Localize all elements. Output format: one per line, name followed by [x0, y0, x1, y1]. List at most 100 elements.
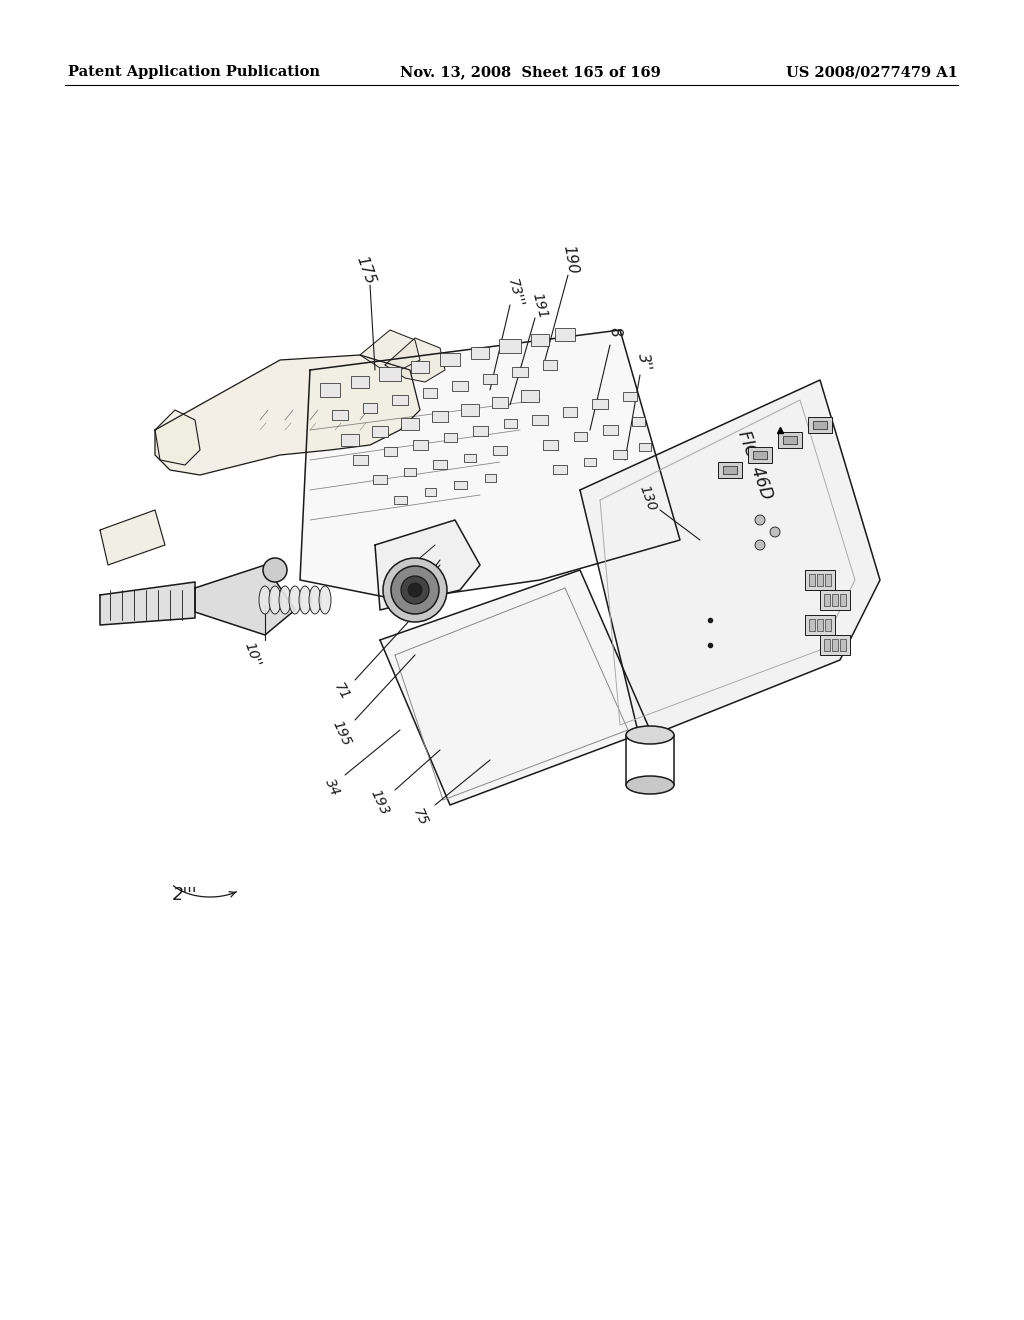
- Ellipse shape: [289, 586, 301, 614]
- Circle shape: [755, 540, 765, 550]
- Bar: [332, 411, 348, 420]
- Bar: [753, 451, 767, 459]
- Bar: [613, 450, 627, 459]
- Bar: [748, 447, 772, 463]
- Ellipse shape: [626, 726, 674, 744]
- Bar: [341, 434, 359, 446]
- Polygon shape: [360, 330, 420, 370]
- Bar: [454, 480, 467, 488]
- Bar: [825, 619, 831, 631]
- Bar: [563, 407, 577, 417]
- Bar: [485, 474, 496, 482]
- Bar: [499, 339, 521, 352]
- Bar: [603, 425, 618, 436]
- Bar: [425, 488, 436, 496]
- Bar: [411, 360, 429, 374]
- Polygon shape: [100, 510, 165, 565]
- Bar: [824, 639, 830, 651]
- Bar: [723, 466, 737, 474]
- Bar: [432, 411, 449, 422]
- Text: 130: 130: [637, 483, 659, 513]
- Bar: [464, 454, 476, 462]
- Bar: [512, 367, 528, 378]
- Text: FIG. 46D: FIG. 46D: [734, 428, 776, 502]
- Text: 75: 75: [410, 807, 430, 828]
- Bar: [817, 619, 823, 631]
- Ellipse shape: [309, 586, 321, 614]
- Text: 190: 190: [560, 244, 580, 276]
- Ellipse shape: [279, 586, 291, 614]
- Text: 8: 8: [607, 326, 624, 338]
- Bar: [373, 475, 387, 484]
- Text: 175: 175: [353, 253, 377, 286]
- Bar: [805, 615, 835, 635]
- Bar: [379, 367, 401, 381]
- Bar: [820, 590, 850, 610]
- Bar: [351, 376, 369, 388]
- Bar: [808, 417, 831, 433]
- Polygon shape: [155, 355, 420, 475]
- Text: 193: 193: [368, 787, 392, 817]
- Bar: [805, 570, 835, 590]
- Bar: [531, 334, 549, 346]
- Bar: [813, 421, 827, 429]
- Bar: [817, 574, 823, 586]
- Bar: [553, 465, 567, 474]
- Bar: [473, 426, 488, 436]
- Circle shape: [391, 566, 439, 614]
- Ellipse shape: [626, 776, 674, 795]
- Circle shape: [263, 558, 287, 582]
- Bar: [471, 347, 489, 359]
- Bar: [493, 446, 507, 455]
- Bar: [504, 418, 517, 428]
- Bar: [809, 574, 815, 586]
- Text: 2''': 2''': [173, 886, 198, 904]
- Bar: [820, 635, 850, 655]
- Circle shape: [383, 558, 447, 622]
- Bar: [543, 440, 558, 450]
- Bar: [353, 455, 368, 465]
- Bar: [592, 399, 608, 409]
- Text: 10'': 10'': [241, 640, 263, 669]
- Text: 3'': 3'': [635, 351, 653, 372]
- Text: 34: 34: [322, 776, 342, 799]
- Circle shape: [408, 583, 422, 597]
- Polygon shape: [155, 411, 200, 465]
- Text: Nov. 13, 2008  Sheet 165 of 169: Nov. 13, 2008 Sheet 165 of 169: [400, 65, 660, 79]
- Text: 191: 191: [529, 292, 550, 321]
- Bar: [401, 418, 419, 430]
- Bar: [461, 404, 479, 416]
- Ellipse shape: [269, 586, 281, 614]
- Bar: [543, 360, 557, 370]
- Bar: [584, 458, 596, 466]
- Bar: [831, 594, 838, 606]
- Ellipse shape: [299, 586, 311, 614]
- Bar: [392, 395, 408, 405]
- Text: US 2008/0277479 A1: US 2008/0277479 A1: [786, 65, 958, 79]
- Bar: [718, 462, 742, 478]
- Text: 195: 195: [330, 718, 354, 748]
- Bar: [423, 388, 437, 399]
- Circle shape: [770, 527, 780, 537]
- Bar: [532, 414, 548, 425]
- Bar: [433, 459, 447, 469]
- Bar: [404, 469, 416, 477]
- Polygon shape: [195, 565, 295, 635]
- Bar: [809, 619, 815, 631]
- Bar: [555, 327, 575, 341]
- Bar: [521, 389, 539, 403]
- Bar: [783, 436, 797, 444]
- Bar: [824, 594, 830, 606]
- Ellipse shape: [259, 586, 271, 614]
- Polygon shape: [580, 380, 880, 741]
- Bar: [840, 639, 846, 651]
- Bar: [452, 381, 468, 391]
- Bar: [623, 392, 637, 401]
- Bar: [831, 639, 838, 651]
- Bar: [483, 374, 497, 384]
- Bar: [394, 496, 407, 504]
- Bar: [632, 417, 645, 426]
- Bar: [639, 444, 651, 451]
- Text: 71: 71: [332, 681, 352, 704]
- Circle shape: [755, 515, 765, 525]
